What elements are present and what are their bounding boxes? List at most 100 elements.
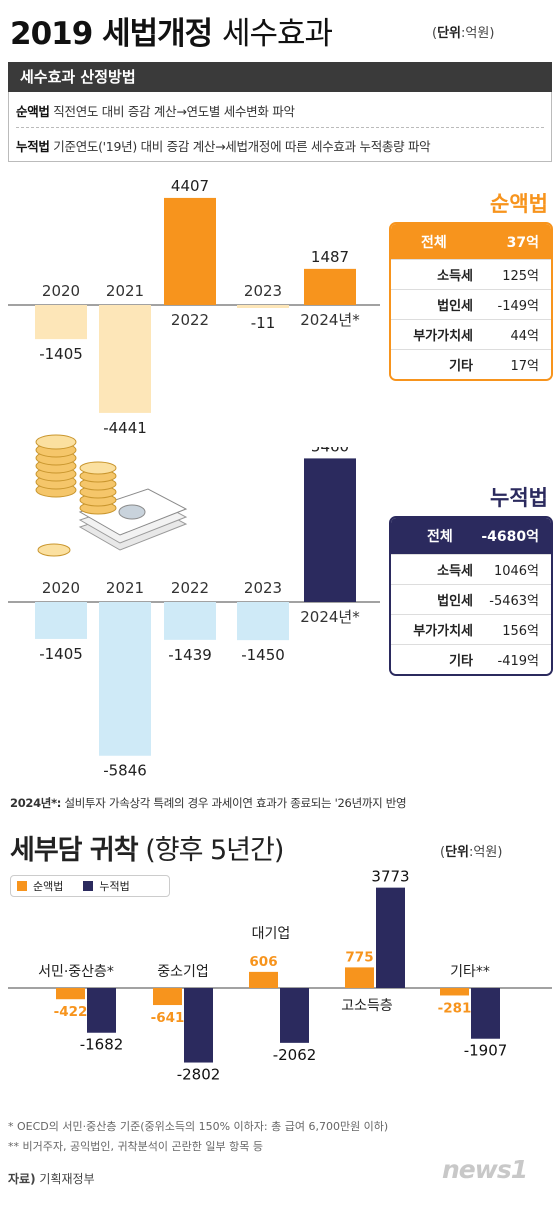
- note-2024: 2024년*: 설비투자 가속상각 특례의 경우 과세이연 효과가 종료되는 '…: [10, 795, 407, 811]
- net-total-label: 전체: [421, 234, 447, 251]
- coin-stack-icon: [35, 434, 117, 557]
- row-value: 17억: [510, 359, 539, 374]
- cum-row-corporate: 법인세 -5463억: [391, 584, 551, 614]
- method-text-2: 기준연도('19년) 대비 증감 계산→세법개정에 따른 세수효과 누적총량 파…: [53, 139, 431, 154]
- note-2024-key: 2024년*:: [10, 796, 62, 810]
- method-key-2: 누적법: [16, 139, 50, 154]
- bar: [345, 967, 374, 988]
- category-label: 2023: [244, 579, 282, 597]
- source-key: 자료): [8, 1172, 36, 1186]
- legend: 순액법 누적법: [10, 875, 170, 897]
- burden-chart: -422 -641 606 775 -281 -1682 -2802 -2062 3773 -19…: [8, 868, 552, 1084]
- value-label: 775: [345, 949, 373, 965]
- bar: [99, 305, 151, 413]
- bar: [164, 602, 216, 640]
- value-label: -1439: [168, 646, 212, 664]
- row-value: 1046억: [493, 564, 539, 579]
- value-label: -1682: [80, 1036, 124, 1054]
- bar: [164, 197, 216, 305]
- unit-label: (단위:억원): [432, 26, 495, 41]
- method-line-2: 누적법 기준연도('19년) 대비 증감 계산→세법개정에 따른 세수효과 누적…: [16, 136, 431, 155]
- method-heading: 세수효과 산정방법: [8, 62, 552, 92]
- bar: [153, 988, 182, 1006]
- legend-label-net: 순액법: [33, 880, 64, 893]
- bar: [237, 602, 289, 641]
- value-label: -5846: [103, 762, 147, 780]
- bar: [249, 971, 278, 988]
- row-value: -419억: [497, 654, 539, 669]
- category-label: 2022: [171, 311, 209, 329]
- source-value: 기획재정부: [39, 1172, 95, 1186]
- bar: [304, 268, 356, 305]
- net-row-other: 기타 17억: [391, 349, 551, 379]
- method-box: [8, 92, 552, 162]
- row-label: 부가가치세: [413, 624, 473, 639]
- row-label: 법인세: [437, 299, 473, 314]
- row-label: 기타: [449, 359, 473, 374]
- category-label: 2020: [42, 282, 80, 300]
- value-label: -1450: [241, 646, 285, 664]
- logo-text: news1: [442, 1155, 528, 1184]
- cum-row-income: 소득세 1046억: [391, 554, 551, 584]
- net-table: 전체 37억 소득세 125억 법인세 -149억 부가가치세 44억 기타 17억: [389, 222, 553, 381]
- value-label: -1405: [39, 345, 83, 363]
- bar: [440, 988, 469, 996]
- value-label: -4441: [103, 419, 147, 435]
- row-value: 156억: [502, 624, 539, 639]
- value-label: -1405: [39, 645, 83, 663]
- category-label: 고소득층: [341, 998, 393, 1014]
- value-label: 606: [249, 954, 277, 970]
- category-label: 기타**: [450, 964, 490, 980]
- section2-title-bold: 세부담 귀착: [10, 835, 139, 866]
- footnote-1: * OECD의 서민·중산층 기준(중위소득의 150% 이하자: 총 급여 6…: [8, 1120, 389, 1133]
- category-label: 서민·중산층*: [38, 964, 114, 980]
- legend-swatch-net: [17, 881, 27, 891]
- net-row-corporate: 법인세 -149억: [391, 289, 551, 319]
- method-text-1: 직전연도 대비 증감 계산→연도별 세수변화 파악: [53, 104, 295, 119]
- value-label: 1487: [311, 248, 349, 266]
- note-2024-text: 설비투자 가속상각 특례의 경우 과세이연 효과가 종료되는 '26년까지 반영: [64, 796, 407, 810]
- row-label: 부가가치세: [413, 329, 473, 344]
- bar: [87, 988, 116, 1033]
- row-value: 125억: [502, 269, 539, 284]
- category-label: 2024년*: [300, 311, 360, 329]
- legend-label-cumulative: 누적법: [99, 880, 130, 893]
- news1-logo: news1: [442, 1155, 550, 1193]
- section2-title: 세부담 귀착 (향후 5년간): [10, 828, 284, 867]
- cumulative-method-title: 누적법: [490, 486, 548, 510]
- source: 자료) 기획재정부: [8, 1170, 95, 1187]
- coins-illustration: [35, 434, 188, 557]
- cumulative-chart: -1405 2020 -5846 2021 -1439 2022 -1450 2023 5460…: [8, 447, 380, 780]
- unit-value: :억원: [469, 845, 498, 860]
- bar: [99, 602, 151, 756]
- value-label: 3773: [371, 868, 409, 886]
- bar: [471, 988, 500, 1039]
- bar: [280, 988, 309, 1043]
- row-value: -5463억: [489, 594, 539, 609]
- unit-prefix: 단위: [437, 26, 461, 41]
- row-label: 법인세: [437, 594, 473, 609]
- net-method-title: 순액법: [490, 192, 548, 216]
- net-row-income: 소득세 125억: [391, 259, 551, 289]
- page-title: 2019 세법개정 세수효과: [10, 8, 333, 53]
- cumulative-table-total: 전체 -4680억: [391, 518, 551, 554]
- value-label: 5460: [311, 447, 349, 455]
- row-label: 기타: [449, 654, 473, 669]
- category-label: 2023: [244, 282, 282, 300]
- bar: [304, 458, 356, 602]
- legend-swatch-cumulative: [83, 881, 94, 891]
- title-light: 세수효과: [221, 16, 333, 52]
- value-label: 4407: [171, 177, 209, 195]
- method-key-1: 순액법: [16, 104, 50, 119]
- category-label: 2021: [106, 282, 144, 300]
- footnote-2: ** 비거주자, 공익법인, 귀착분석이 곤란한 일부 항목 등: [8, 1140, 263, 1153]
- bar: [376, 887, 405, 988]
- category-label: 중소기업: [157, 964, 209, 980]
- bar: [184, 988, 213, 1063]
- cum-total-label: 전체: [427, 529, 453, 545]
- category-label: 2021: [106, 579, 144, 597]
- row-value: 44억: [510, 329, 539, 344]
- bar: [237, 305, 289, 308]
- value-label: -2062: [273, 1046, 317, 1064]
- value-label: -2802: [177, 1066, 221, 1084]
